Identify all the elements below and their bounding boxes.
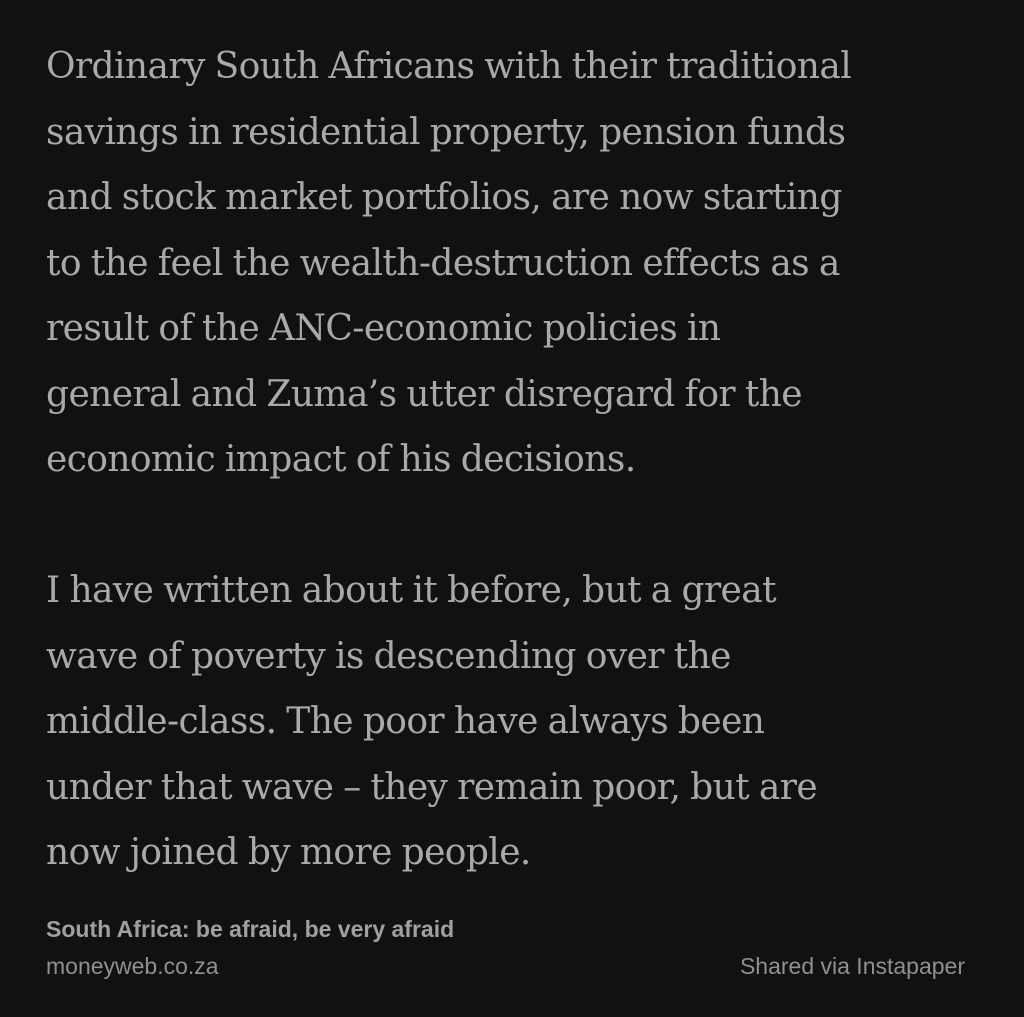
quote-line: to the feel the wealth-destruction effec… bbox=[46, 242, 840, 284]
source-domain[interactable]: moneyweb.co.za bbox=[46, 953, 219, 979]
shared-via-label: Shared via Instapaper bbox=[739, 953, 965, 979]
share-footer: South Africa: be afraid, be very afraid … bbox=[46, 912, 965, 983]
source-row: moneyweb.co.za Shared via Instapaper bbox=[46, 949, 965, 983]
quote-line: Ordinary South Africans with their tradi… bbox=[46, 46, 852, 87]
quote-paragraph-1: Ordinary South Africans with their tradi… bbox=[46, 34, 986, 493]
article-title[interactable]: South Africa: be afraid, be very afraid bbox=[46, 916, 455, 942]
quote-block: Ordinary South Africans with their tradi… bbox=[46, 34, 986, 886]
quote-line: now joined by more people. bbox=[46, 832, 531, 873]
quote-line: and stock market portfolios, are now sta… bbox=[46, 177, 842, 218]
quote-line: savings in residential property, pension… bbox=[46, 111, 846, 153]
quote-line: economic impact of his decisions. bbox=[46, 439, 636, 480]
quote-line: under that wave – they remain poor, but … bbox=[46, 766, 818, 808]
quote-line: result of the ANC-economic policies in bbox=[46, 308, 721, 349]
quote-line: I have written about it before, but a gr… bbox=[46, 570, 777, 611]
quote-line: middle-class. The poor have always been bbox=[46, 701, 765, 742]
quote-line: wave of poverty is descending over the bbox=[46, 635, 731, 677]
quote-paragraph-2: I have written about it before, but a gr… bbox=[46, 558, 986, 886]
quote-line: general and Zuma’s utter disregard for t… bbox=[46, 373, 803, 415]
